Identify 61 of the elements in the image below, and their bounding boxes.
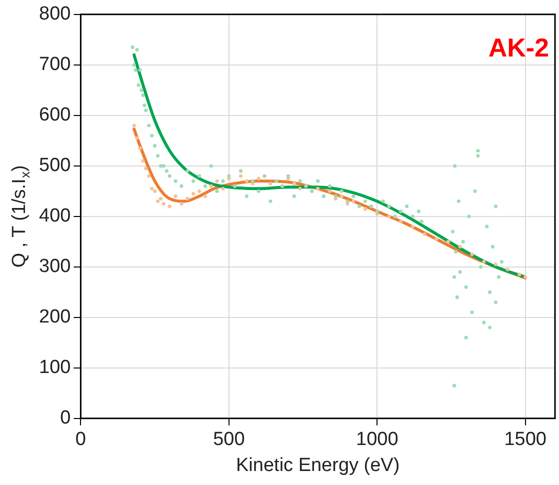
point <box>238 174 243 178</box>
point <box>168 204 172 208</box>
point <box>328 189 332 193</box>
point <box>470 252 474 256</box>
point <box>135 136 139 140</box>
y-tick-label: 400 <box>39 206 71 227</box>
x-tick-label: 1000 <box>356 429 398 450</box>
point <box>422 232 426 236</box>
y-tick-label: 300 <box>39 256 71 278</box>
point <box>363 207 368 211</box>
point <box>156 199 160 204</box>
point <box>144 166 148 170</box>
point <box>524 275 528 279</box>
y-tick-label: 800 <box>39 4 71 25</box>
point <box>132 124 136 128</box>
annotation: AK-2 <box>488 32 549 63</box>
point <box>141 159 145 163</box>
point <box>256 176 260 180</box>
x-axis-title: Kinetic Energy (eV) <box>236 454 400 476</box>
point <box>174 194 178 198</box>
y-axis-title: Q , T (1/s.Ix) <box>9 165 33 268</box>
point <box>138 146 142 150</box>
point <box>150 186 154 190</box>
point <box>153 189 157 193</box>
point <box>162 202 166 206</box>
point <box>518 272 522 276</box>
point <box>506 268 510 272</box>
point <box>147 174 151 178</box>
point <box>316 186 320 190</box>
point <box>203 194 208 198</box>
point <box>352 199 356 204</box>
x-tick-label: 1500 <box>504 429 546 450</box>
y-tick-label: 500 <box>39 155 71 176</box>
point <box>387 214 391 218</box>
point <box>298 186 302 190</box>
y-tick-label: 600 <box>39 104 71 126</box>
point <box>292 182 296 186</box>
point <box>458 244 462 248</box>
y-tick-label: 200 <box>39 306 71 328</box>
point <box>446 240 450 244</box>
point <box>410 224 415 228</box>
point <box>268 182 272 186</box>
point <box>186 196 190 201</box>
point <box>158 196 163 201</box>
x-tick-label: 500 <box>213 429 245 450</box>
point <box>197 189 202 193</box>
x-tick-label: 0 <box>75 429 86 450</box>
point <box>221 186 225 190</box>
point <box>340 194 344 198</box>
point <box>215 179 219 183</box>
point <box>192 192 196 196</box>
y-tick-label: 100 <box>39 357 71 378</box>
point <box>482 260 486 264</box>
point <box>399 220 403 224</box>
y-tick-label: 0 <box>60 408 71 429</box>
y-tick-label: 700 <box>39 54 71 76</box>
point <box>434 237 438 241</box>
point <box>209 184 213 188</box>
point <box>244 179 249 183</box>
point <box>494 262 498 266</box>
point <box>180 202 184 206</box>
